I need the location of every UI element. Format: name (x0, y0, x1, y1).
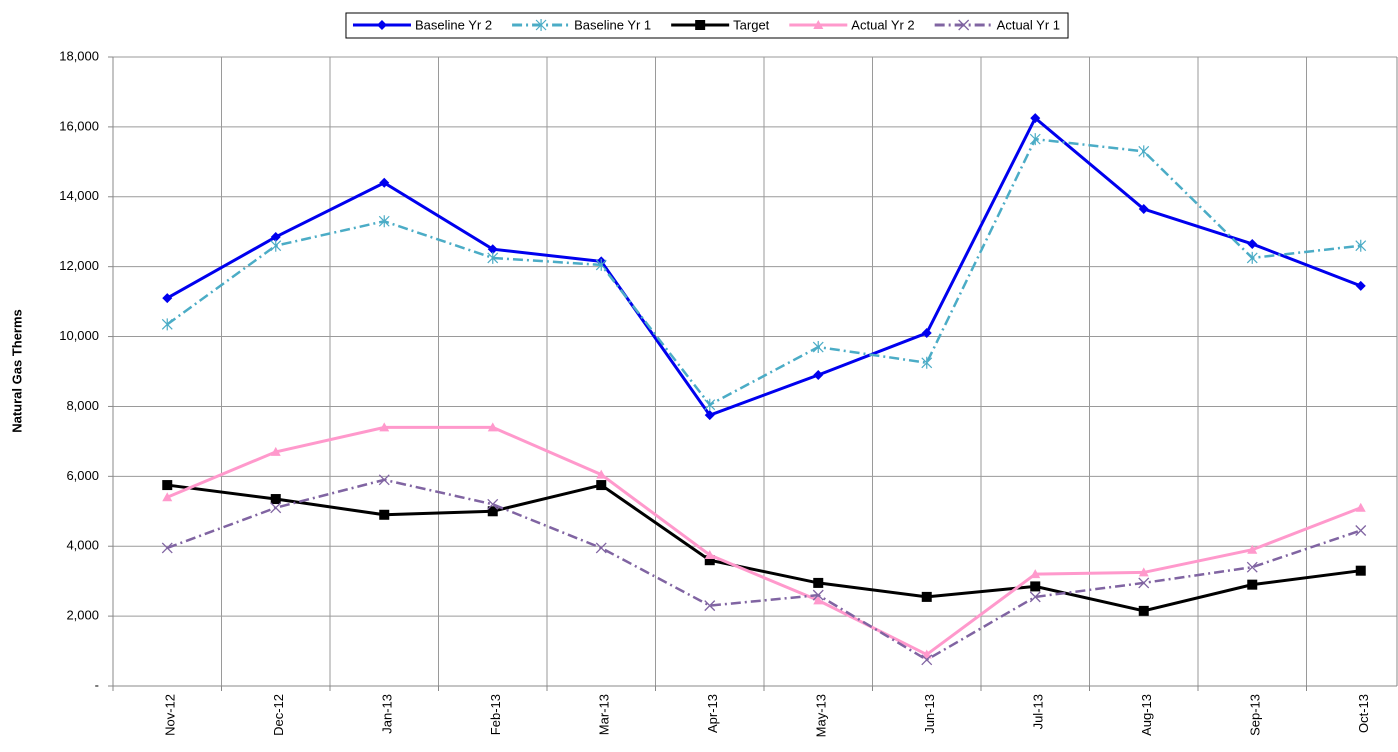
data-point (1247, 238, 1258, 249)
data-point (813, 369, 824, 380)
series-line (166, 137, 1361, 407)
data-point (595, 542, 607, 554)
y-tick-label: 2,000 (66, 608, 99, 623)
legend-label: Actual Yr 2 (851, 17, 914, 32)
y-tick-label: 16,000 (59, 118, 99, 133)
data-point (1030, 113, 1041, 124)
legend-marker (376, 20, 387, 30)
data-point (921, 328, 932, 339)
data-point (161, 318, 173, 331)
legend-label: Target (733, 17, 770, 32)
data-point (379, 509, 390, 520)
data-point (1138, 145, 1150, 158)
data-point (1355, 502, 1366, 512)
y-tick-label: 8,000 (66, 398, 99, 413)
data-point (704, 410, 715, 421)
data-point (1355, 280, 1366, 291)
data-point (1138, 577, 1150, 589)
data-point (921, 356, 933, 369)
data-point (487, 498, 499, 510)
data-point (270, 239, 282, 252)
legend-label: Baseline Yr 2 (415, 17, 492, 32)
data-point (1355, 525, 1367, 536)
y-tick-label: 10,000 (59, 328, 99, 343)
legend-marker (535, 19, 547, 31)
data-point (704, 398, 716, 411)
data-point (596, 480, 607, 491)
data-point (1246, 251, 1258, 264)
x-tick-label: Nov-12 (163, 694, 178, 736)
data-point (270, 502, 282, 514)
data-point (704, 600, 716, 612)
data-point (487, 422, 498, 432)
data-point (378, 474, 390, 486)
data-point (1247, 544, 1258, 554)
data-point (813, 595, 824, 605)
data-point (1030, 581, 1041, 592)
x-tick-label: Dec-12 (271, 694, 286, 736)
data-point (704, 549, 715, 559)
data-point (162, 293, 173, 304)
series-line (166, 425, 1362, 657)
data-point (812, 589, 824, 601)
data-point (1138, 605, 1149, 616)
y-tick-label: 6,000 (66, 468, 99, 483)
y-tick-label: 14,000 (59, 188, 99, 203)
data-point (812, 341, 824, 354)
y-tick-label: 4,000 (66, 538, 99, 553)
x-tick-label: Jun-13 (922, 694, 937, 734)
data-point (162, 492, 173, 502)
x-tick-label: Oct-13 (1356, 694, 1371, 733)
x-tick-label: Mar-13 (597, 694, 612, 735)
legend-label: Actual Yr 1 (997, 17, 1060, 32)
series-line (166, 478, 1362, 662)
data-point (1355, 565, 1366, 576)
data-point (1246, 561, 1258, 573)
data-point (921, 591, 932, 602)
data-point (596, 469, 607, 479)
x-tick-label: Jul-13 (1031, 694, 1046, 729)
data-point (921, 649, 932, 659)
x-tick-label: Aug-13 (1139, 694, 1154, 736)
data-point (1030, 569, 1041, 579)
data-point (161, 542, 173, 554)
x-tick-label: Feb-13 (488, 694, 503, 735)
y-tick-label: 18,000 (59, 48, 99, 63)
x-tick-label: Sep-13 (1248, 694, 1263, 736)
data-point (1247, 579, 1258, 590)
data-point (1029, 591, 1041, 603)
data-point (1138, 204, 1149, 215)
data-point (1355, 239, 1367, 252)
data-point (921, 654, 933, 666)
data-point (379, 177, 390, 188)
data-point (270, 494, 281, 505)
data-point (378, 215, 390, 228)
x-tick-label: May-13 (814, 694, 829, 737)
y-tick-label: - (95, 677, 99, 692)
legend-marker (813, 20, 824, 29)
legend-marker (695, 20, 706, 30)
data-point (813, 577, 824, 588)
data-point (270, 446, 281, 456)
data-point (704, 555, 715, 566)
data-point (595, 258, 607, 271)
data-point (379, 422, 390, 432)
x-tick-label: Apr-13 (705, 694, 720, 733)
y-axis-label: Natural Gas Therms (9, 309, 24, 433)
data-point (487, 244, 498, 255)
series-line (167, 483, 1361, 613)
data-point (1138, 567, 1149, 577)
data-point (162, 480, 173, 491)
data-point (1029, 133, 1041, 146)
x-tick-label: Jan-13 (380, 694, 395, 734)
legend: Baseline Yr 2 Baseline Yr 1 Target Actual Y… (345, 12, 1069, 39)
legend-marker (958, 19, 970, 31)
data-point (487, 251, 499, 264)
series-line (166, 115, 1362, 417)
legend-label: Baseline Yr 1 (574, 17, 651, 32)
data-point (487, 506, 498, 517)
y-tick-label: 12,000 (59, 258, 99, 273)
data-point (270, 231, 281, 242)
